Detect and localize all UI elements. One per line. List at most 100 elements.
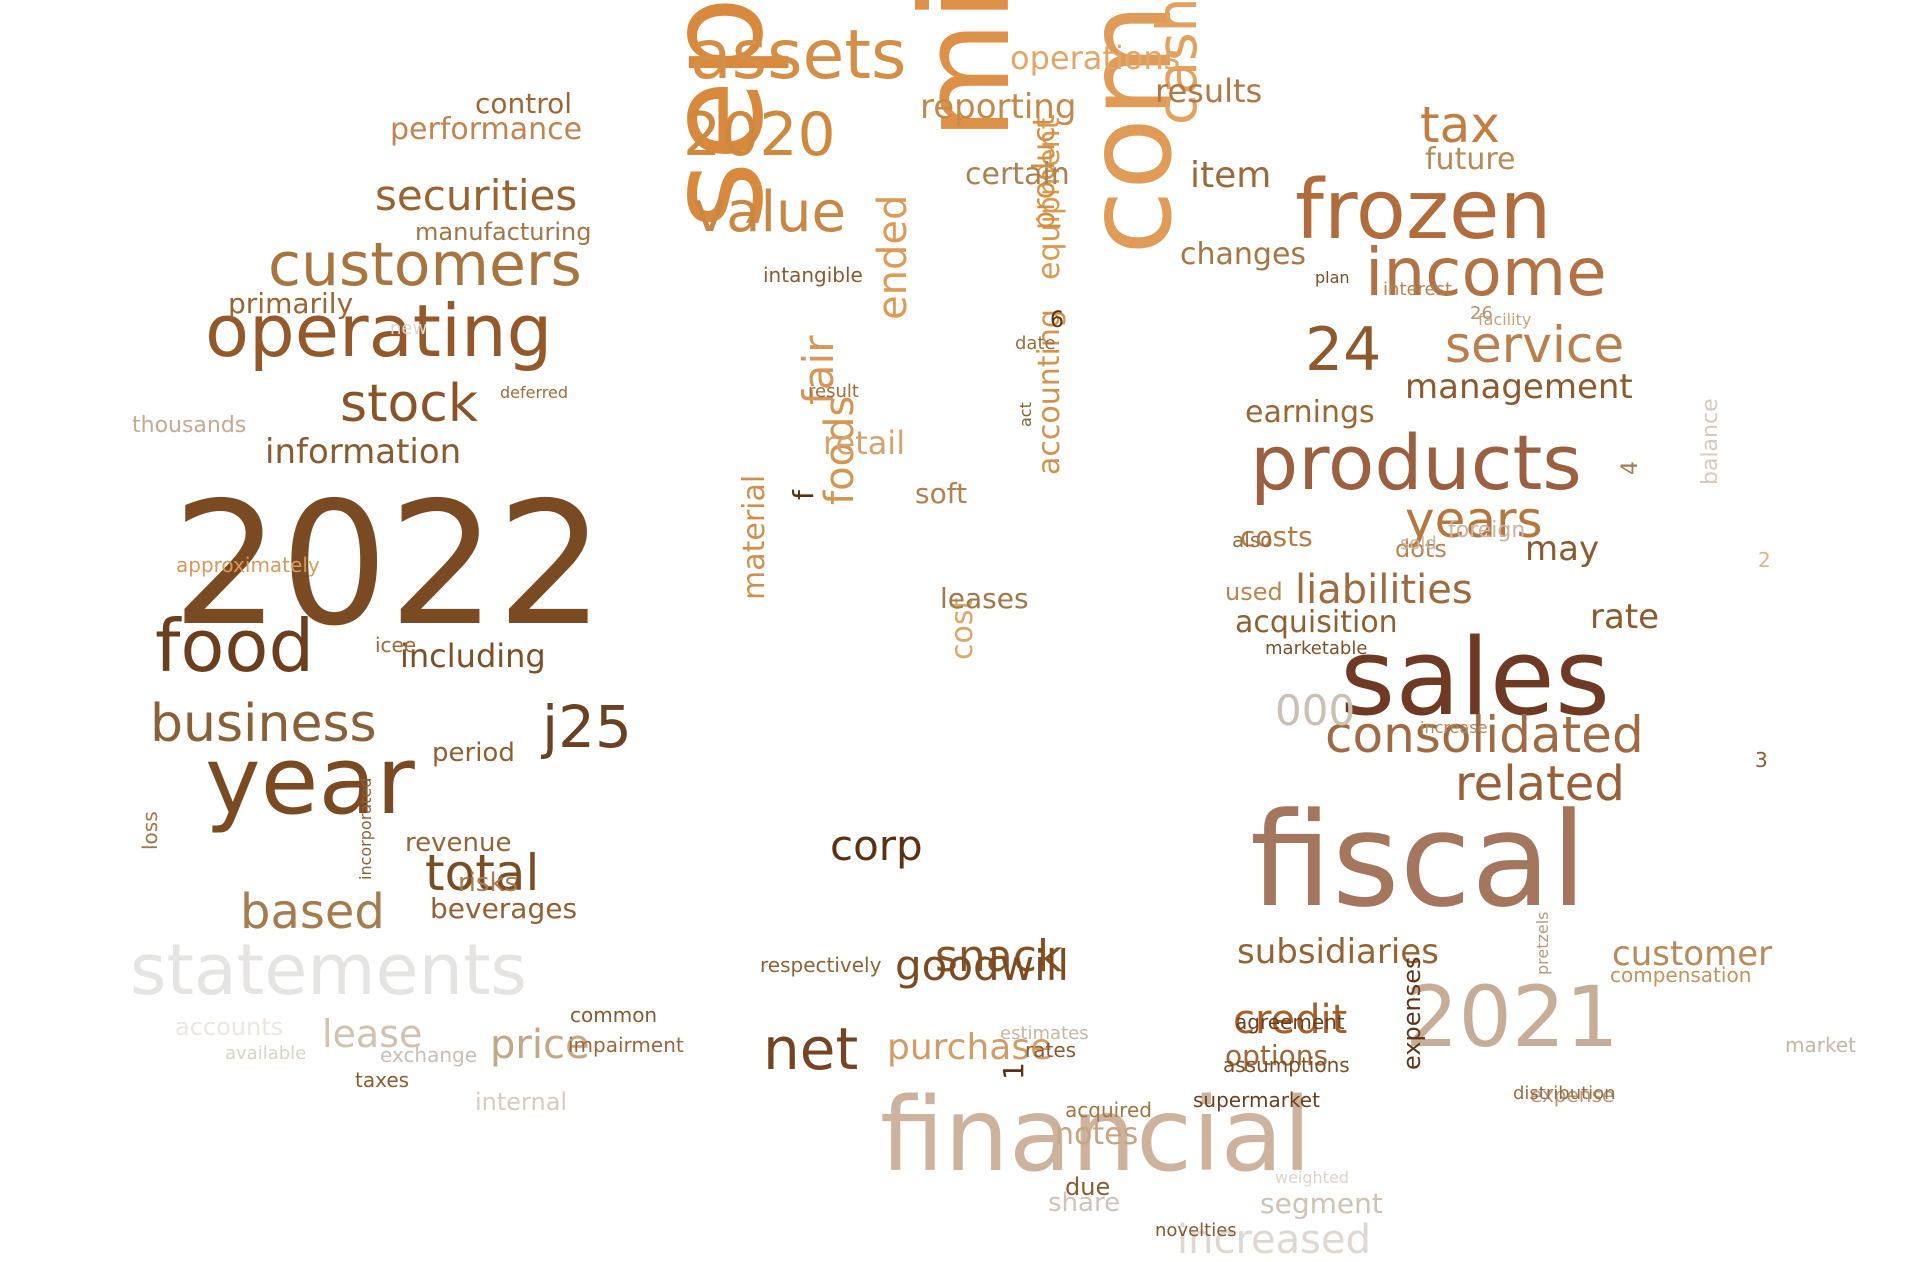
cloud-word: 3 [1755,748,1768,772]
cloud-word: period [432,738,515,768]
cloud-word: goodwill [895,941,1070,990]
cloud-word: related [1455,756,1625,812]
cloud-word: dots [1395,535,1447,563]
cloud-word: value [693,180,846,245]
cloud-word: internal [475,1088,568,1116]
cloud-word: year [205,727,415,836]
cloud-word: leases [940,582,1029,615]
cloud-word: corp [830,821,923,870]
cloud-word: tax [1420,96,1500,154]
cloud-word: snack [935,931,1063,982]
cloud-word: weighted [1275,1168,1349,1187]
cloud-word: including [400,637,546,675]
cloud-word: assets [690,16,907,95]
cloud-word: results [1155,72,1263,110]
cloud-word: icee [375,633,417,657]
cloud-word: purchase [887,1027,1053,1068]
cloud-word: used [1225,578,1283,606]
cloud-word: fiscal [1250,784,1587,936]
cloud-word: date [1015,333,1056,354]
cloud-word: securities [375,171,578,220]
cloud-word: 000 [1275,686,1356,735]
cloud-word: foreign [1448,518,1526,543]
cloud-word: 2 [1758,548,1771,572]
cloud-word: business [150,694,377,754]
cloud-word: financial [880,1076,1312,1195]
cloud-word: control [475,87,573,120]
cloud-word: intangible [763,263,863,287]
cloud-word: increase [1420,718,1488,737]
cloud-word: earnings [1245,395,1375,430]
cloud-word: interest [1383,279,1453,300]
cloud-word: performance [390,112,583,147]
cloud-word: share [1048,1188,1121,1218]
cloud-word: j25 [542,693,632,761]
cloud-word: thousands [132,413,247,438]
cloud-word: beverages [430,892,578,925]
cloud-word: novelties [1155,1220,1237,1241]
cloud-word: expense [1530,1083,1615,1107]
cloud-word: customer [1612,934,1773,974]
cloud-word: accounts [175,1013,284,1041]
cloud-word: price [490,1022,590,1068]
cloud-word: certain [965,157,1070,192]
cloud-word: result [808,381,859,402]
cloud-word: segment [1260,1187,1383,1220]
cloud-word: loss [138,811,162,850]
cloud-word: assumptions [1223,1053,1350,1077]
cloud-word: 24 [1305,315,1382,385]
cloud-word: supermarket [1193,1088,1320,1112]
cloud-word: credit [1233,997,1348,1043]
cloud-word: increased [1177,1217,1371,1262]
cloud-word: options [1225,1039,1329,1072]
cloud-word: expenses [1398,956,1426,1070]
cloud-word: rate [1590,597,1660,637]
cloud-word: approximately [176,553,320,577]
cloud-word: item [1190,155,1272,196]
cloud-word: common [570,1003,658,1027]
cloud-word: 2021 [1405,968,1619,1066]
cloud-word: material [737,474,772,600]
cloud-word: compensation [1610,963,1752,987]
cloud-word: risks [458,868,519,898]
cloud-word: stock [340,374,478,434]
cloud-word: incorporated [356,777,375,880]
cloud-word: management [1405,367,1633,407]
cloud-word: revenue [405,828,512,858]
cloud-word: operations [1010,39,1181,77]
cloud-word: operating [205,289,553,373]
cloud-word: respectively [760,953,882,977]
cloud-word: agreement [1235,1010,1345,1034]
cloud-word: soft [915,477,968,510]
cloud-word: customers [268,230,582,300]
cloud-word: changes [1180,237,1307,272]
cloud-word: facility [1478,310,1532,329]
cloud-word: subsidiaries [1237,932,1439,972]
cloud-word: acquired [1065,1098,1152,1122]
cloud-word: act [1016,402,1035,427]
cloud-word: reporting [920,87,1077,127]
cloud-word: balance [1698,398,1723,485]
cloud-word: pretzels [1533,911,1552,975]
cloud-word: taxes [355,1068,410,1092]
cloud-word: information [265,432,462,472]
cloud-word: plan [1315,268,1350,287]
cloud-word: f [787,490,820,500]
cloud-word: primarily [228,287,354,320]
cloud-word: 26 [1470,303,1493,324]
cloud-word: due [1065,1173,1111,1201]
cloud-word: 4 [1618,461,1643,475]
cloud-word: sales [1340,616,1611,739]
cloud-word: sold [1400,533,1437,554]
cloud-word: new [390,318,428,339]
cloud-word: lease [322,1012,423,1056]
cloud-word: income [1365,234,1607,311]
cloud-word: net [763,1015,859,1083]
cloud-word: acquisition [1235,605,1398,640]
cloud-word: impairment [568,1033,684,1057]
cloud-word: costs [1240,520,1313,553]
cloud-word: statements [130,929,527,1011]
cloud-word: future [1425,142,1516,177]
cloud-word: 1 [997,1062,1030,1080]
